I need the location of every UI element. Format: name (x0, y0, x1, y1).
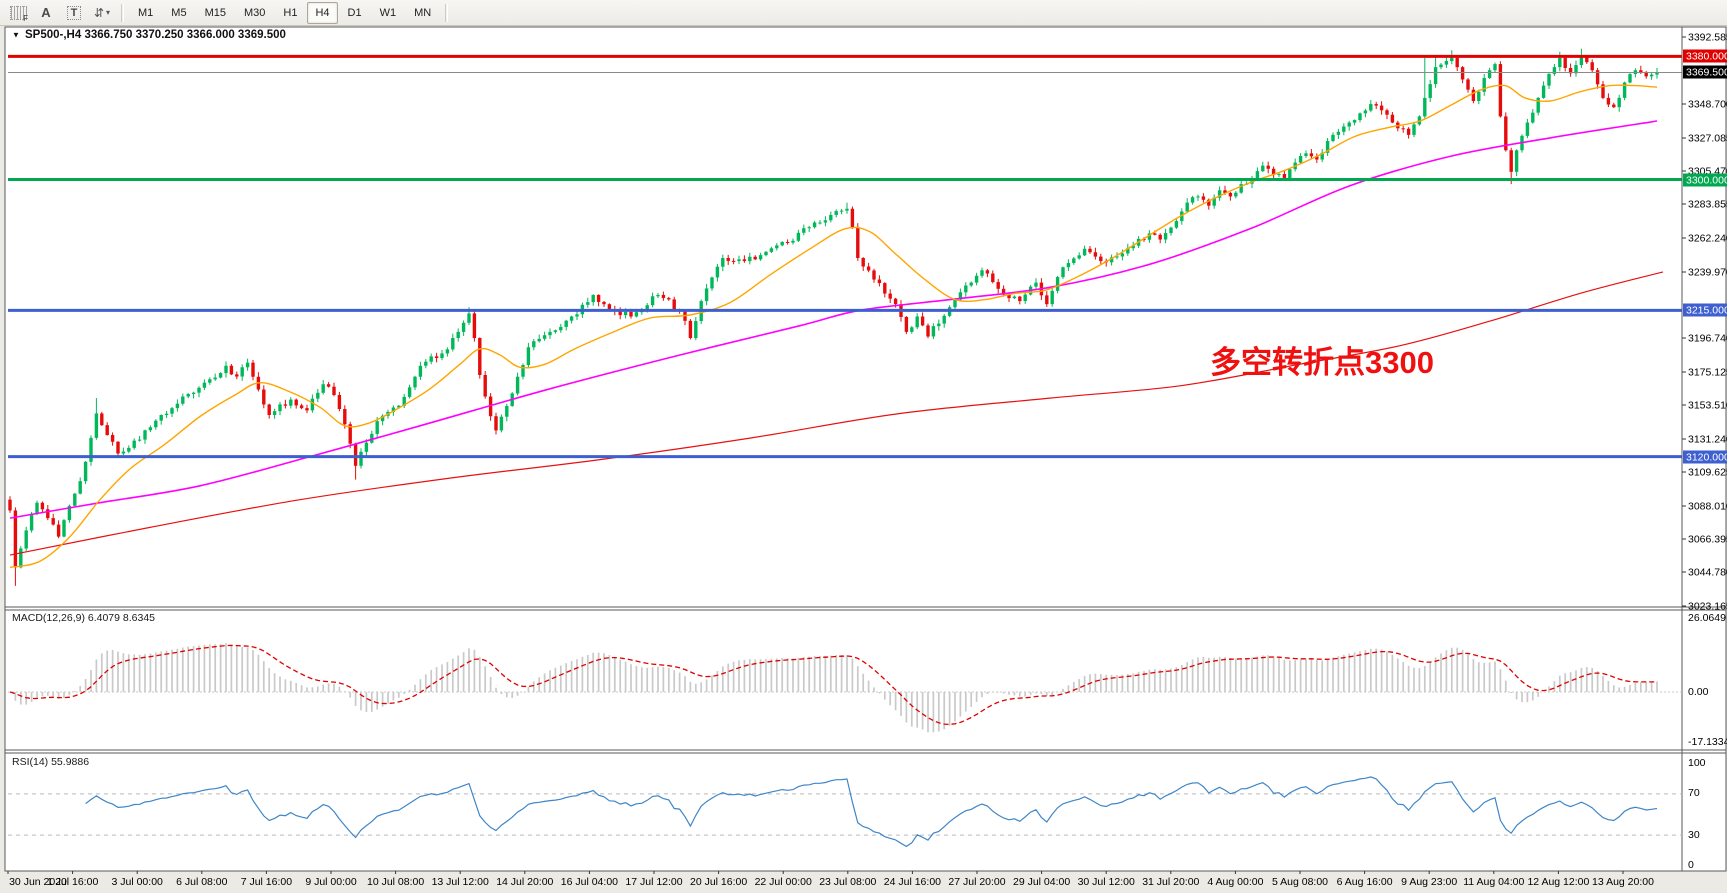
svg-text:9 Jul 00:00: 9 Jul 00:00 (305, 876, 357, 888)
svg-text:3120.000: 3120.000 (1686, 452, 1727, 464)
chart-annotation-text[interactable]: 多空转折点3300 (1210, 345, 1434, 380)
svg-text:3300.000: 3300.000 (1686, 175, 1727, 187)
svg-text:14 Jul 20:00: 14 Jul 20:00 (496, 876, 553, 888)
svg-text:3215.000: 3215.000 (1686, 305, 1727, 317)
text-box-button[interactable]: T (61, 2, 87, 24)
svg-text:3131.240: 3131.240 (1688, 434, 1727, 446)
svg-text:4 Aug 00:00: 4 Aug 00:00 (1207, 876, 1263, 888)
svg-text:30: 30 (1688, 829, 1700, 841)
symbol-dropdown-icon[interactable]: ▼ (12, 31, 20, 40)
svg-text:29 Jul 04:00: 29 Jul 04:00 (1013, 876, 1070, 888)
svg-text:3196.740: 3196.740 (1688, 333, 1727, 345)
svg-text:6 Jul 08:00: 6 Jul 08:00 (176, 876, 228, 888)
svg-text:22 Jul 00:00: 22 Jul 00:00 (755, 876, 812, 888)
svg-text:3380.000: 3380.000 (1686, 51, 1727, 63)
svg-text:3023.165: 3023.165 (1688, 601, 1727, 613)
toolbar-separator (445, 3, 449, 22)
svg-text:3392.585: 3392.585 (1688, 32, 1727, 44)
macd-signal-line (9, 644, 1658, 726)
ma-fast-orange-line (9, 84, 1658, 569)
chart-plot-area[interactable] (8, 27, 1682, 607)
timeframe-button-H4[interactable]: H4 (307, 1, 338, 24)
grid-icon (9, 5, 27, 20)
timeframe-button-M15[interactable]: M15 (204, 6, 226, 19)
svg-text:23 Jul 08:00: 23 Jul 08:00 (819, 876, 876, 888)
svg-text:0.00: 0.00 (1688, 686, 1709, 698)
svg-text:1 Jul 16:00: 1 Jul 16:00 (47, 876, 99, 888)
svg-text:3262.240: 3262.240 (1688, 233, 1727, 245)
svg-text:-17.1334: -17.1334 (1688, 736, 1727, 748)
svg-text:3109.625: 3109.625 (1688, 467, 1727, 479)
svg-text:70: 70 (1688, 787, 1700, 799)
toolbar-separator (121, 3, 124, 22)
svg-text:24 Jul 16:00: 24 Jul 16:00 (884, 876, 941, 888)
svg-text:3239.970: 3239.970 (1688, 267, 1727, 279)
svg-text:11 Aug 04:00: 11 Aug 04:00 (1463, 876, 1524, 888)
text-box-icon: T (66, 5, 82, 20)
text-label-icon: A (41, 5, 51, 20)
arrows-icon: ⇵ (93, 5, 105, 20)
svg-text:30 Jun 2020: 30 Jun 2020 (9, 876, 67, 888)
macd-indicator-label: MACD(12,26,9) 6.4079 8.6345 (12, 612, 155, 624)
chart-background (4, 26, 1727, 872)
svg-text:3369.500: 3369.500 (1686, 67, 1727, 79)
svg-text:13 Aug 20:00: 13 Aug 20:00 (1592, 876, 1654, 888)
svg-text:3066.395: 3066.395 (1688, 534, 1727, 546)
timeframe-button-M5[interactable]: M5 (171, 6, 187, 19)
svg-text:9 Aug 23:00: 9 Aug 23:00 (1401, 876, 1457, 888)
svg-text:26.0649: 26.0649 (1688, 612, 1726, 624)
grid-template-button[interactable]: F (5, 2, 31, 24)
grid-icon-letter: F (23, 13, 28, 23)
timeframe-button-H1[interactable]: H1 (283, 6, 298, 19)
rsi-indicator-label: RSI(14) 55.9886 (12, 756, 89, 768)
timeframe-button-M30[interactable]: M30 (243, 6, 266, 19)
svg-text:10 Jul 08:00: 10 Jul 08:00 (367, 876, 424, 888)
timeframe-button-M1[interactable]: M1 (138, 6, 154, 19)
svg-text:3175.125: 3175.125 (1688, 367, 1727, 379)
chevron-down-icon: ▾ (106, 8, 111, 17)
svg-text:3283.855: 3283.855 (1688, 199, 1727, 211)
rsi-line (85, 776, 1658, 848)
price-axis[interactable]: 3392.585 3380.000 3369.500 3348.700 3327.085… (1682, 32, 1727, 613)
macd-pane[interactable]: 26.0649 0.00 -17.1334 (8, 612, 1727, 748)
chart-title-ohlc: SP500-,H4 3366.750 3370.250 3366.000 336… (25, 29, 286, 41)
svg-text:3088.010: 3088.010 (1688, 501, 1727, 513)
svg-text:3153.510: 3153.510 (1688, 400, 1727, 412)
svg-text:30 Jul 12:00: 30 Jul 12:00 (1078, 876, 1135, 888)
svg-text:3044.780: 3044.780 (1688, 567, 1727, 579)
svg-text:31 Jul 20:00: 31 Jul 20:00 (1142, 876, 1199, 888)
svg-text:6 Aug 16:00: 6 Aug 16:00 (1337, 876, 1393, 888)
arrows-tool-button[interactable]: ⇵ ▾ (89, 2, 115, 24)
svg-text:12 Aug 12:00: 12 Aug 12:00 (1527, 876, 1589, 888)
top-toolbar: F A T ⇵ ▾ M1 M5 M15 M30 H1 H4 D1 W1 MN (0, 0, 1727, 26)
timeframe-button-group: M1 M5 M15 M30 H1 H4 D1 W1 MN (129, 1, 440, 24)
timeframe-button-MN[interactable]: MN (414, 6, 432, 19)
timeframe-button-D1[interactable]: D1 (347, 6, 362, 19)
rsi-pane[interactable]: 100 70 30 0 (8, 757, 1706, 871)
svg-text:3 Jul 00:00: 3 Jul 00:00 (112, 876, 164, 888)
svg-text:13 Jul 12:00: 13 Jul 12:00 (432, 876, 489, 888)
svg-text:7 Jul 16:00: 7 Jul 16:00 (241, 876, 293, 888)
svg-text:16 Jul 04:00: 16 Jul 04:00 (561, 876, 618, 888)
svg-text:17 Jul 12:00: 17 Jul 12:00 (625, 876, 682, 888)
svg-text:20 Jul 16:00: 20 Jul 16:00 (690, 876, 747, 888)
svg-text:27 Jul 20:00: 27 Jul 20:00 (948, 876, 1005, 888)
ma-slow-red-line (9, 271, 1664, 556)
svg-text:3348.700: 3348.700 (1688, 99, 1727, 111)
svg-text:5 Aug 08:00: 5 Aug 08:00 (1272, 876, 1328, 888)
svg-text:0: 0 (1688, 859, 1694, 871)
svg-text:3327.085: 3327.085 (1688, 133, 1727, 145)
chart-window[interactable]: 3392.585 3380.000 3369.500 3348.700 3327.085… (0, 26, 1727, 893)
text-label-button[interactable]: A (33, 2, 59, 24)
svg-text:100: 100 (1688, 757, 1706, 769)
timeframe-button-W1[interactable]: W1 (379, 6, 397, 19)
